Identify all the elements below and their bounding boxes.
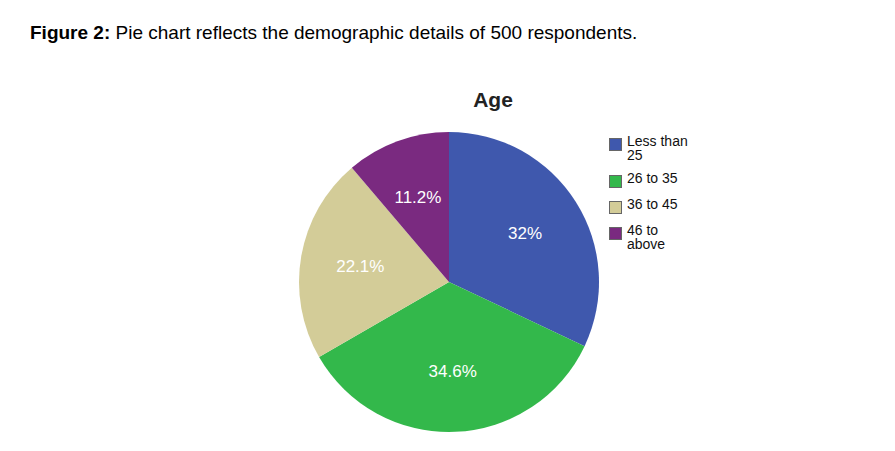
svg-text:34.6%: 34.6% <box>429 362 477 381</box>
svg-text:22.1%: 22.1% <box>336 257 384 276</box>
html-text:46 to above: 46 to above <box>627 222 666 252</box>
svg-text:32%: 32% <box>508 224 542 243</box>
html-text:Figure 2: Pie chart reflects t: Figure 2: Pie chart reflects the demogra… <box>30 22 638 43</box>
html-text:36 to 45: 36 to 45 <box>627 196 678 212</box>
html-text:Less than 25: Less than 25 <box>627 133 688 163</box>
html-text:26 to 35: 26 to 35 <box>627 170 678 186</box>
html-text:Age: Age <box>473 88 513 111</box>
svg-text:11.2%: 11.2% <box>394 188 441 207</box>
